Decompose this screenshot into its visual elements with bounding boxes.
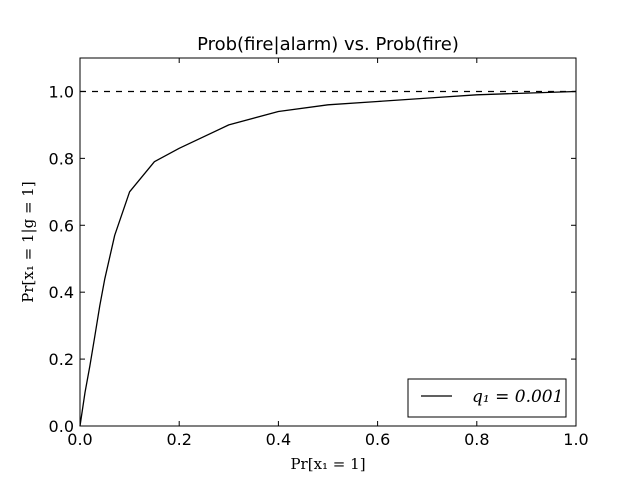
series-line-q1 (79, 90, 577, 427)
x-axis-label: Pr[x₁ = 1] (290, 455, 365, 473)
y-tick-label: 0.2 (49, 350, 74, 369)
x-tick-label: 0.8 (464, 430, 489, 449)
x-axis: 0.0 0.2 0.4 0.6 0.8 1.0 (67, 58, 589, 449)
y-axis: 0.0 0.2 0.4 0.6 0.8 1.0 (49, 82, 576, 436)
y-tick-label: 0.8 (49, 149, 74, 168)
legend: q₁ = 0.001 (407, 378, 567, 418)
x-tick-label: 0.2 (166, 430, 191, 449)
y-tick-label: 0.6 (49, 216, 74, 235)
plot-frame (79, 57, 577, 427)
y-tick-label: 1.0 (49, 82, 74, 101)
y-tick-label: 0.4 (49, 283, 74, 302)
plot-area (79, 90, 577, 427)
x-tick-label: 0.4 (266, 430, 291, 449)
chart-title: Prob(fire|alarm) vs. Prob(fire) (197, 34, 459, 55)
x-tick-label: 0.6 (365, 430, 390, 449)
y-axis-label: Pr[x₁ = 1|g = 1] (19, 181, 37, 302)
legend-box (407, 378, 567, 418)
x-tick-label: 0.0 (67, 430, 92, 449)
x-tick-label: 1.0 (563, 430, 588, 449)
y-tick-label: 0.0 (49, 417, 74, 436)
legend-label: q₁ = 0.001 (472, 387, 563, 407)
